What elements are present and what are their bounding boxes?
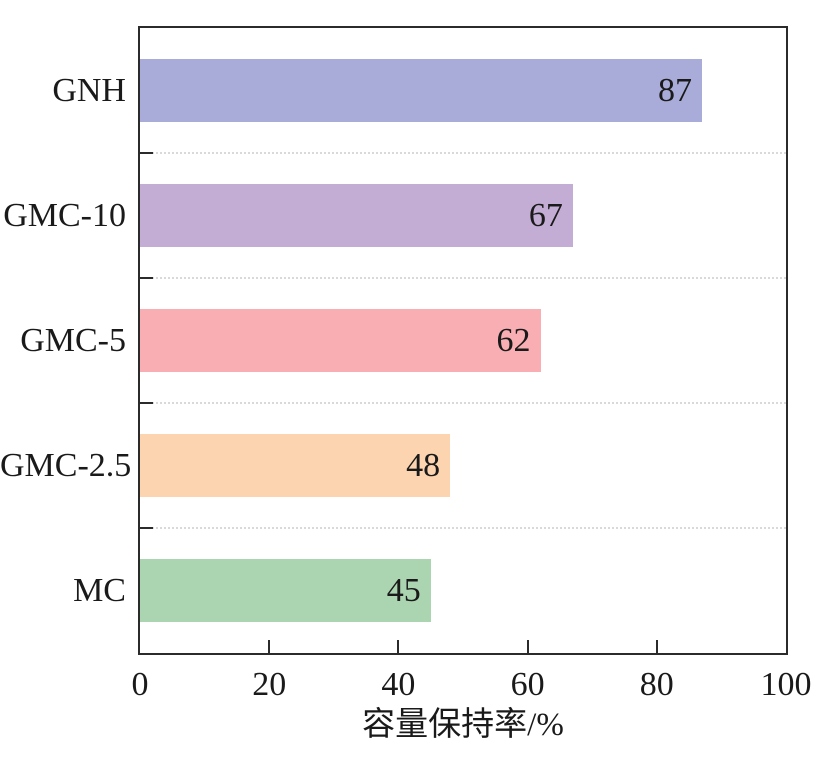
x-tick-label-100: 100 bbox=[760, 666, 812, 703]
x-tick-label-20: 20 bbox=[252, 666, 287, 703]
y-axis-tick bbox=[140, 152, 153, 154]
category-boundary-gridline bbox=[140, 402, 786, 404]
category-label-mc: MC bbox=[73, 571, 126, 609]
x-axis-tick bbox=[526, 640, 529, 653]
category-label-gmc-10: GMC-10 bbox=[3, 196, 126, 234]
category-label-gnh: GNH bbox=[52, 71, 126, 109]
bar-gnh: 87 bbox=[140, 59, 703, 122]
plot-area: 87 67 62 48 45 bbox=[138, 26, 788, 655]
x-tick-label-40: 40 bbox=[381, 666, 416, 703]
bar-gmc-10: 67 bbox=[140, 184, 573, 247]
bar-gmc-2-5: 48 bbox=[140, 434, 451, 497]
category-boundary-gridline bbox=[140, 152, 786, 154]
bar-value-label: 62 bbox=[496, 322, 531, 359]
x-axis-tick bbox=[655, 640, 658, 653]
category-label-gmc-2-5: GMC-2.5 bbox=[0, 446, 132, 484]
y-axis-tick bbox=[140, 402, 153, 404]
bar-value-label: 48 bbox=[406, 447, 441, 484]
x-axis-tick bbox=[397, 640, 400, 653]
bar-value-label: 45 bbox=[386, 572, 421, 609]
x-tick-label-80: 80 bbox=[639, 666, 674, 703]
bar-gmc-5: 62 bbox=[140, 309, 541, 372]
bar-value-label: 87 bbox=[658, 72, 693, 109]
x-tick-label-60: 60 bbox=[510, 666, 545, 703]
bar-value-label: 67 bbox=[528, 197, 563, 234]
y-axis-tick bbox=[140, 527, 153, 529]
bar-mc: 45 bbox=[140, 559, 431, 622]
x-axis-title: 容量保持率/% bbox=[362, 707, 564, 743]
y-axis-tick bbox=[140, 277, 153, 279]
category-boundary-gridline bbox=[140, 277, 786, 279]
category-label-gmc-5: GMC-5 bbox=[20, 321, 126, 359]
x-tick-label-0: 0 bbox=[131, 666, 149, 703]
x-axis-tick bbox=[268, 640, 271, 653]
category-boundary-gridline bbox=[140, 527, 786, 529]
